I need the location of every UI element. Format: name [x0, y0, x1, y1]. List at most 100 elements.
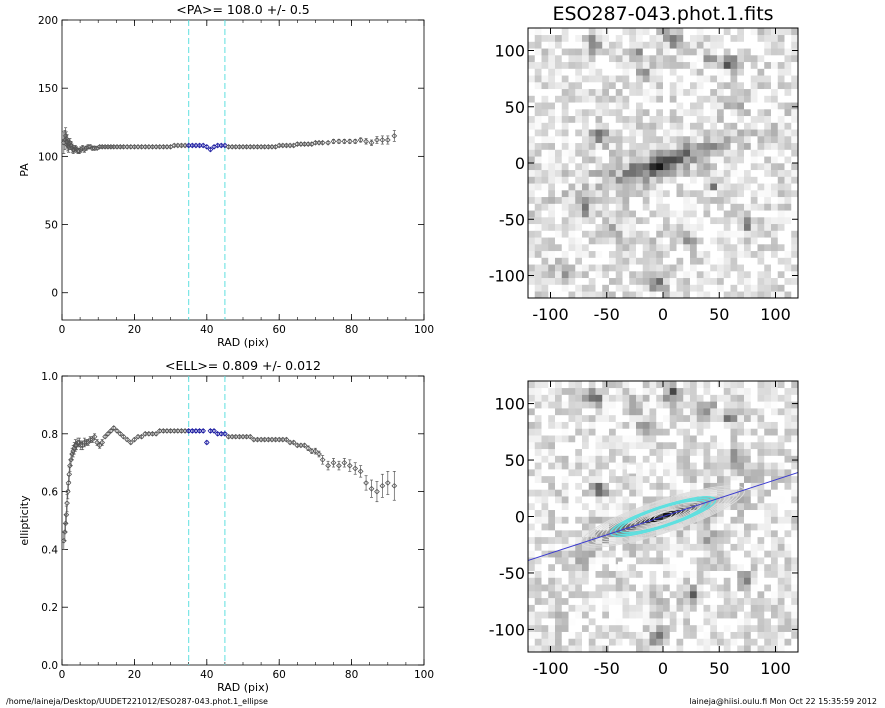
- image-pixel: [771, 489, 779, 497]
- image-pixel: [575, 597, 583, 605]
- image-pixel: [717, 591, 725, 599]
- image-pixel: [663, 237, 671, 245]
- image-pixel: [575, 291, 583, 299]
- image-pixel: [588, 502, 596, 511]
- image-pixel: [582, 408, 590, 416]
- image-pixel: [777, 210, 785, 218]
- image-pixel: [588, 421, 596, 429]
- image-pixel: [548, 176, 556, 184]
- image-pixel: [622, 604, 630, 612]
- image-pixel: [690, 455, 698, 463]
- image-pixel: [649, 88, 657, 96]
- image-pixel: [656, 142, 664, 150]
- image-pixel: [669, 631, 677, 639]
- image-pixel: [609, 604, 617, 612]
- image-pixel: [696, 217, 704, 225]
- image-pixel: [649, 61, 657, 69]
- image-pixel: [588, 250, 596, 258]
- image-pixel: [764, 264, 772, 272]
- image-pixel: [710, 95, 718, 103]
- image-pixel: [528, 61, 536, 69]
- image-pixel: [663, 550, 671, 558]
- image-pixel: [561, 421, 569, 429]
- image-pixel: [588, 183, 596, 191]
- image-pixel: [602, 237, 610, 245]
- image-pixel: [750, 156, 758, 164]
- image-pixel: [723, 604, 731, 612]
- image-pixel: [602, 203, 610, 211]
- image-pixel: [629, 217, 637, 225]
- data-point: [357, 137, 364, 143]
- image-pixel: [656, 284, 664, 292]
- image-pixel: [602, 394, 610, 402]
- image-pixel: [622, 381, 630, 389]
- image-pixel: [561, 475, 569, 483]
- image-pixel: [609, 591, 617, 599]
- image-pixel: [588, 34, 596, 42]
- image-pixel: [534, 462, 542, 470]
- image-pixel: [568, 68, 576, 76]
- image-pixel: [622, 577, 630, 585]
- image-pixel: [744, 502, 752, 511]
- image-pixel: [528, 381, 536, 389]
- image-pixel: [730, 291, 738, 299]
- image-pixel: [696, 95, 704, 103]
- image-pixel: [764, 645, 772, 653]
- image-pixel: [696, 149, 704, 157]
- image-pixel: [676, 156, 684, 164]
- masked-region: [730, 480, 740, 490]
- image-pixel: [703, 557, 711, 565]
- image-pixel: [737, 156, 745, 164]
- image-pixel: [757, 284, 765, 292]
- image-pixel: [771, 169, 779, 177]
- image-pixel: [588, 129, 596, 137]
- image-pixel: [534, 489, 542, 497]
- image-pixel: [561, 584, 569, 592]
- image-pixel: [609, 421, 617, 429]
- image-pixel: [568, 604, 576, 612]
- image-pixel: [676, 435, 684, 443]
- image-pixel: [744, 557, 752, 565]
- image-pixel: [771, 163, 779, 171]
- image-pixel: [528, 156, 536, 164]
- image-pixel: [737, 441, 745, 450]
- image-pixel: [791, 48, 799, 56]
- image-pixel: [656, 455, 664, 463]
- image-pixel: [595, 196, 603, 204]
- image-pixel: [575, 149, 583, 157]
- image-pixel: [622, 34, 630, 42]
- image-pixel: [663, 570, 671, 578]
- image-pixel: [703, 284, 711, 292]
- image-pixel: [710, 509, 718, 517]
- image-pixel: [649, 482, 657, 490]
- image-pixel: [696, 82, 704, 90]
- data-point: [290, 439, 297, 446]
- image-pixel: [744, 462, 752, 470]
- image-pixel: [602, 264, 610, 272]
- image-pixel: [568, 203, 576, 211]
- image-pixel: [663, 530, 671, 538]
- image-pixel: [737, 88, 745, 96]
- image-pixel: [730, 109, 738, 117]
- image-pixel: [663, 122, 671, 130]
- x-axis-label: RAD (pix): [217, 681, 269, 694]
- image-pixel: [764, 190, 772, 198]
- image-pixel: [636, 156, 644, 164]
- image-pixel: [710, 387, 718, 395]
- image-pixel: [615, 223, 623, 231]
- image-pixel: [683, 591, 691, 599]
- image-pixel: [764, 68, 772, 76]
- image-pixel: [636, 210, 644, 218]
- image-pixel: [703, 638, 711, 646]
- image-pixel: [777, 509, 785, 517]
- image-pixel: [575, 156, 583, 164]
- image-pixel: [764, 563, 772, 571]
- image-pixel: [629, 190, 637, 198]
- image-pixel: [622, 523, 630, 531]
- image-pixel: [777, 41, 785, 49]
- image-pixel: [777, 48, 785, 56]
- image-pixel: [683, 563, 691, 571]
- image-pixel: [649, 82, 657, 90]
- image-pixel: [730, 475, 738, 483]
- image-pixel: [555, 68, 563, 76]
